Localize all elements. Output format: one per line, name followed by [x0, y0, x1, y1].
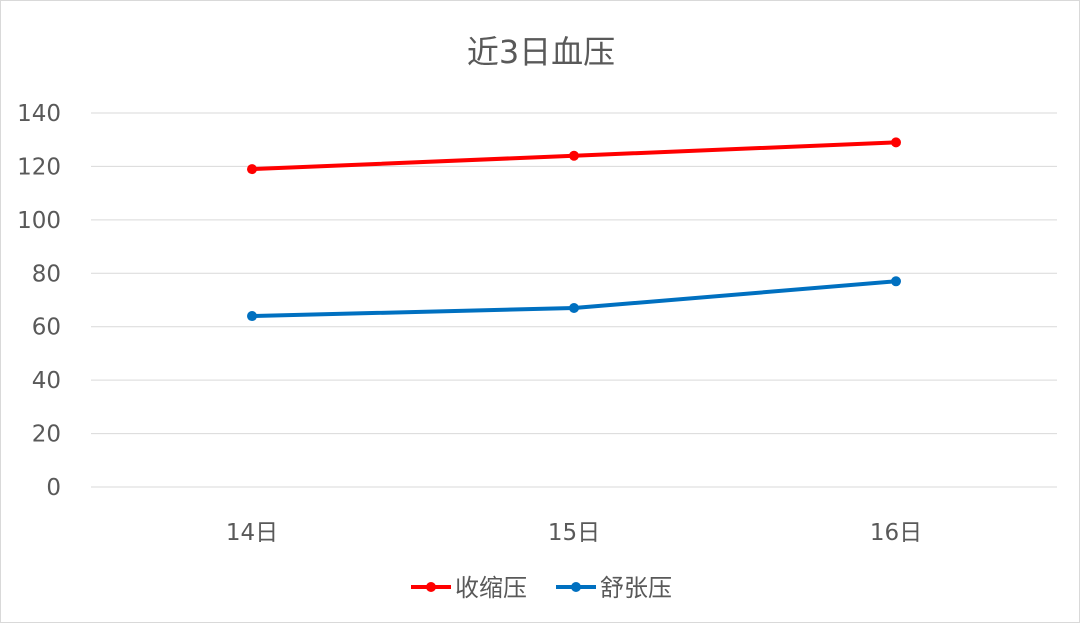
y-tick-label: 60: [32, 315, 61, 341]
data-point: [569, 303, 579, 314]
x-tick-label: 16日: [870, 520, 922, 546]
y-tick-label: 20: [32, 422, 61, 448]
x-tick-label: 15日: [548, 520, 600, 546]
x-tick-label: 14日: [226, 520, 278, 546]
data-point: [247, 311, 257, 322]
chart-title: 近3日血压: [467, 33, 615, 71]
data-point: [569, 150, 579, 161]
y-tick-label: 140: [17, 101, 61, 127]
data-point: [247, 164, 257, 175]
legend-label-1: 舒张压: [600, 574, 672, 602]
legend-marker-1: [571, 582, 581, 592]
series-group: [247, 137, 901, 322]
y-tick-label: 0: [46, 475, 61, 501]
y-tick-label: 100: [17, 208, 61, 234]
data-point: [891, 276, 901, 287]
x-axis-ticks: 14日 15日 16日: [226, 520, 922, 546]
y-tick-label: 120: [17, 154, 61, 180]
y-axis-ticks: 0 20 40 60 80 100 120 140: [17, 101, 61, 501]
gridlines: [91, 112, 1057, 488]
data-point: [891, 137, 901, 148]
legend: 收缩压 舒张压: [411, 574, 672, 602]
legend-marker-0: [426, 582, 436, 592]
y-tick-label: 80: [32, 261, 61, 287]
y-tick-label: 40: [32, 368, 61, 394]
legend-label-0: 收缩压: [455, 574, 527, 602]
